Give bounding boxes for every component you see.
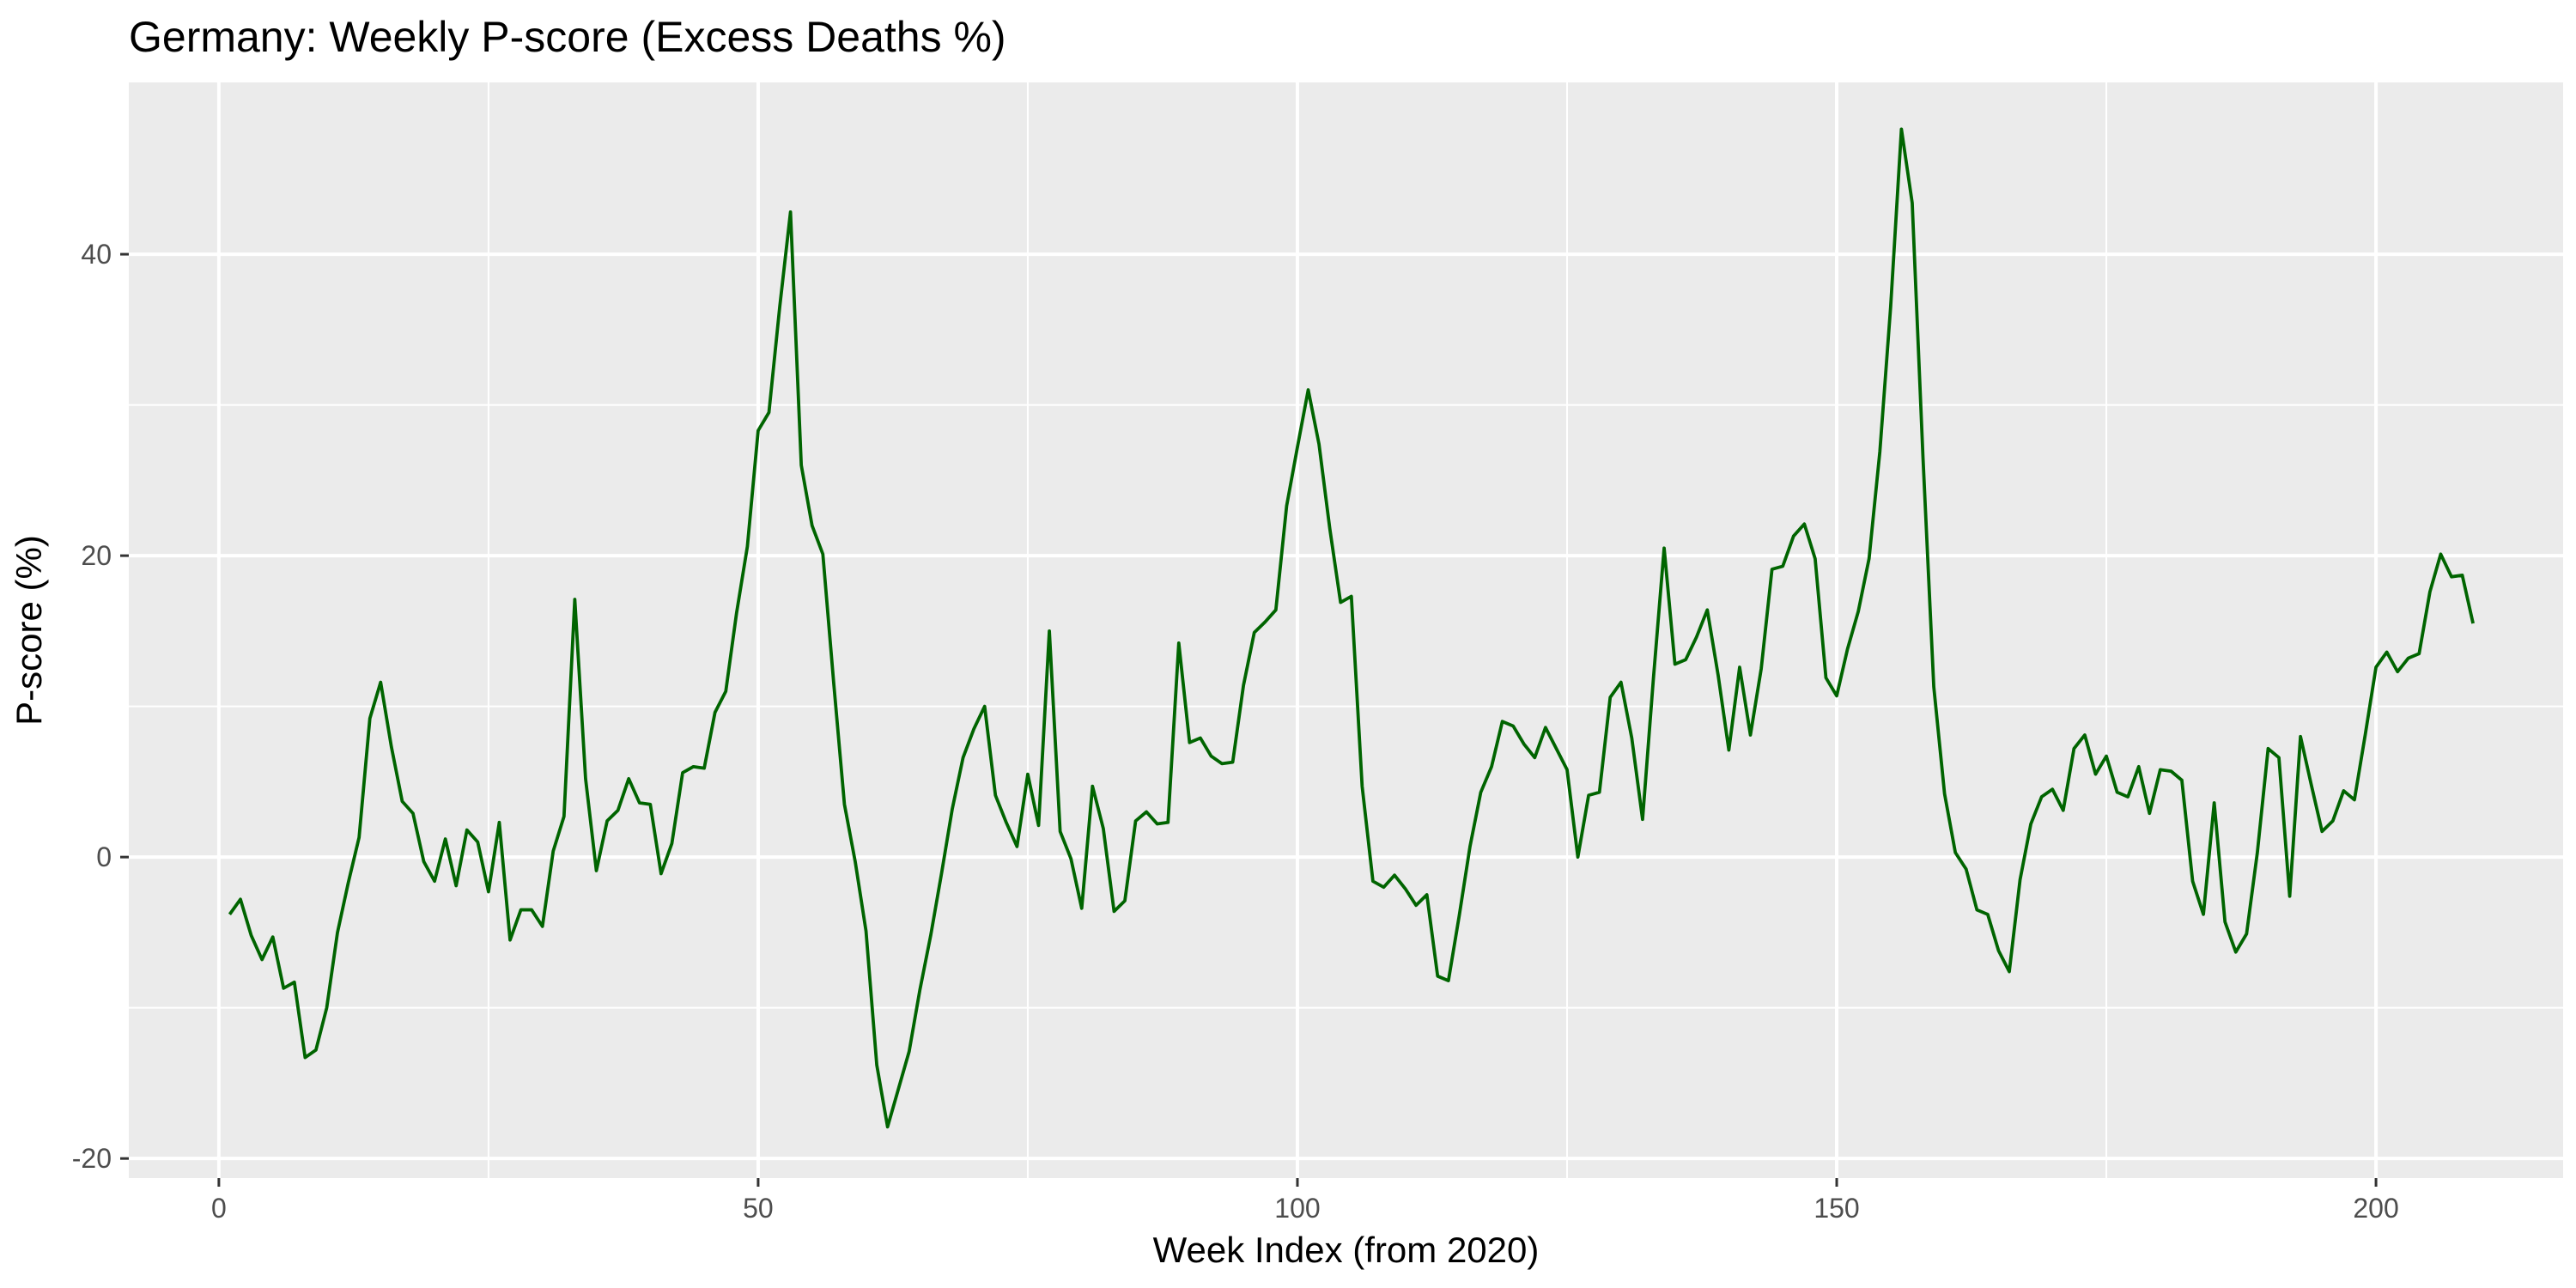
- y-tick-label: 20: [81, 540, 112, 571]
- series-line: [228, 127, 2475, 1129]
- chart-title: Germany: Weekly P-score (Excess Deaths %…: [129, 13, 1006, 61]
- x-tick-label: 50: [743, 1193, 774, 1224]
- x-tick-label: 150: [1814, 1193, 1859, 1224]
- x-tick-label: 0: [211, 1193, 227, 1224]
- plot-panel: [129, 82, 2563, 1178]
- y-tick-label: 0: [96, 841, 112, 872]
- x-tick-label: 100: [1274, 1193, 1320, 1224]
- x-axis-label: Week Index (from 2020): [1153, 1230, 1540, 1270]
- y-axis: -20 0 20 40: [72, 239, 129, 1174]
- y-axis-label: P-score (%): [9, 535, 49, 726]
- grid-minor: [129, 82, 2563, 1178]
- x-tick-label: 200: [2353, 1193, 2398, 1224]
- y-tick-label: -20: [72, 1143, 112, 1174]
- grid-major: [129, 82, 2563, 1178]
- y-tick-label: 40: [81, 239, 112, 270]
- series-group: [228, 127, 2475, 1129]
- x-axis: 0 50 100 150 200: [211, 1178, 2399, 1224]
